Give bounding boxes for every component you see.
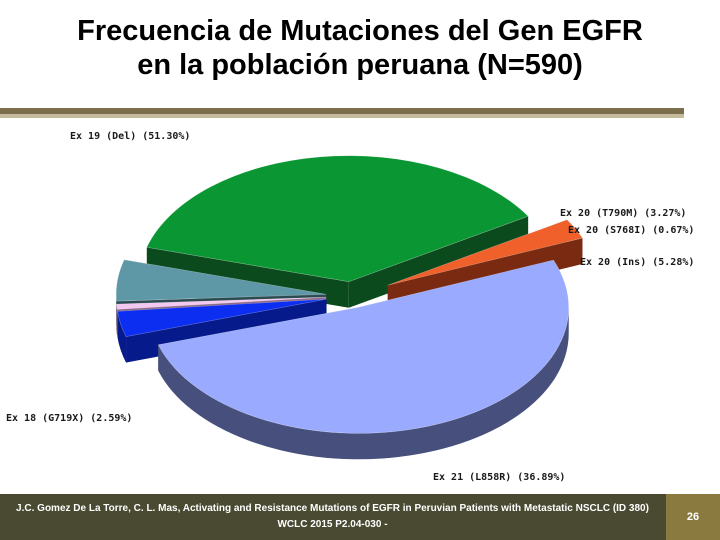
slice-label-ex-20-t790m: Ex 20 (T790M) (3.27%) xyxy=(560,208,686,219)
page-number: 26 xyxy=(666,494,720,540)
pie-slice-side xyxy=(116,304,118,336)
pie-slice-ex-19-del xyxy=(157,259,570,460)
slice-label-ex-18-g719x: Ex 18 (G719X) (2.59%) xyxy=(6,413,132,424)
pie-slice-side xyxy=(117,311,127,363)
pie-slice-side xyxy=(158,307,569,460)
footer-citation: J.C. Gomez De La Torre, C. L. Mas, Activ… xyxy=(0,494,665,540)
slice-label-ex-20-s768i: Ex 20 (S768I) (0.67%) xyxy=(568,225,694,236)
pie-slice-top xyxy=(115,259,327,302)
title-divider-dark xyxy=(0,108,684,114)
pie-chart: Ex 19 (Del) (51.30%) Ex 20 (T790M) (3.27%… xyxy=(6,131,694,483)
footer-bar: J.C. Gomez De La Torre, C. L. Mas, Activ… xyxy=(0,494,720,540)
footer-citation-line2: WCLC 2015 P2.04-030 - xyxy=(277,519,388,530)
slice-label-ex-19-del: Ex 19 (Del) (51.30%) xyxy=(70,131,190,142)
footer-citation-line1: J.C. Gomez De La Torre, C. L. Mas, Activ… xyxy=(16,503,649,514)
slice-label-ex-21-l858r: Ex 21 (L858R) (36.89%) xyxy=(433,472,565,483)
pie-slice-top xyxy=(157,259,570,434)
slide-title-line1: Frecuencia de Mutaciones del Gen EGFR xyxy=(77,15,643,47)
pie-slice-top xyxy=(387,219,583,286)
pie-slice-top xyxy=(146,155,529,283)
pie-slice-top xyxy=(116,296,327,310)
pie-slice-top xyxy=(117,298,327,337)
slice-label-ex-20-ins: Ex 20 (Ins) (5.28%) xyxy=(580,257,694,268)
title-divider-light xyxy=(0,114,684,118)
slide-title-line2: en la población peruana (N=590) xyxy=(137,49,583,81)
slide-title: Frecuencia de Mutaciones del Gen EGFR en… xyxy=(0,14,720,82)
